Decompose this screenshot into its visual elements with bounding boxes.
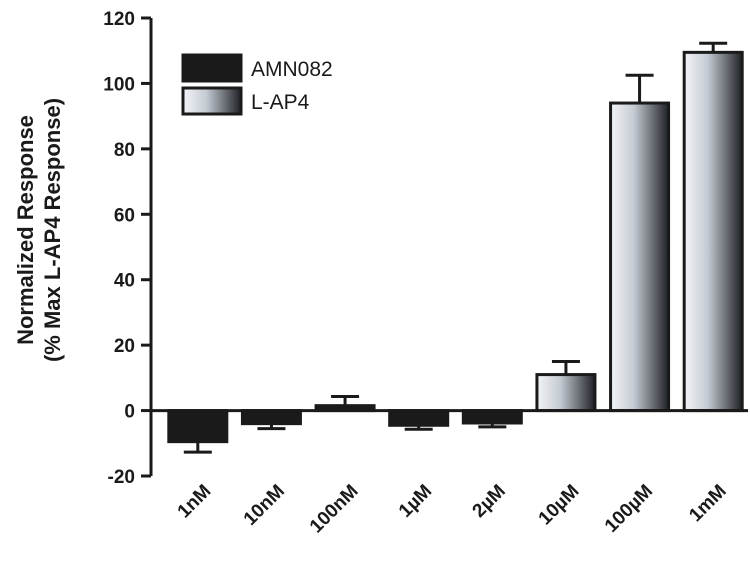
bar-l-ap4-1mM	[682, 50, 744, 413]
y-tick-label: 20	[114, 336, 135, 357]
x-tick-label: 100µM	[601, 481, 657, 537]
y-axis-label: Normalized Response (% Max L-AP4 Respons…	[13, 98, 65, 362]
x-tick-label: 1mM	[685, 481, 730, 526]
y-tick-label: 60	[114, 205, 135, 226]
bar-l-ap4-10µM	[535, 373, 597, 413]
x-axis-tick-labels: 1nM 10nM 100nM 1µM 2µM 10µM 100µM 1mM	[174, 481, 731, 538]
legend-swatch-l-ap4	[181, 86, 243, 116]
legend-label: L-AP4	[251, 91, 310, 114]
y-tick-label: 120	[103, 9, 135, 30]
bar-amn082-1µM	[388, 409, 450, 427]
bar-amn082-2µM	[461, 409, 523, 425]
x-tick-label: 1µM	[395, 481, 436, 522]
bar-amn082-10nM	[240, 409, 302, 426]
y-tick-label: 40	[114, 271, 135, 292]
y-tick-label: 80	[114, 140, 135, 161]
x-tick-label: 10µM	[535, 481, 584, 530]
y-axis-label-line1: Normalized Response	[13, 115, 38, 345]
y-tick-label: 0	[124, 402, 135, 423]
legend-swatch-amn082	[181, 53, 243, 83]
legend: AMN082 L-AP4	[181, 53, 333, 116]
x-tick-label: 100nM	[306, 481, 363, 538]
y-axis: -20 0 20 40 60 80 100 120	[103, 9, 153, 488]
x-tick-label: 2µM	[469, 481, 510, 522]
bars	[167, 41, 744, 454]
x-tick-label: 10nM	[240, 481, 289, 530]
y-tick-label: -20	[108, 467, 135, 488]
y-axis-label-line2: (% Max L-AP4 Response)	[40, 98, 65, 362]
bar-l-ap4-100µM	[609, 101, 671, 413]
y-tick-label: 100	[103, 74, 135, 95]
bar-amn082-1nM	[167, 409, 229, 444]
x-tick-label: 1nM	[174, 481, 216, 523]
legend-label: AMN082	[251, 58, 333, 81]
